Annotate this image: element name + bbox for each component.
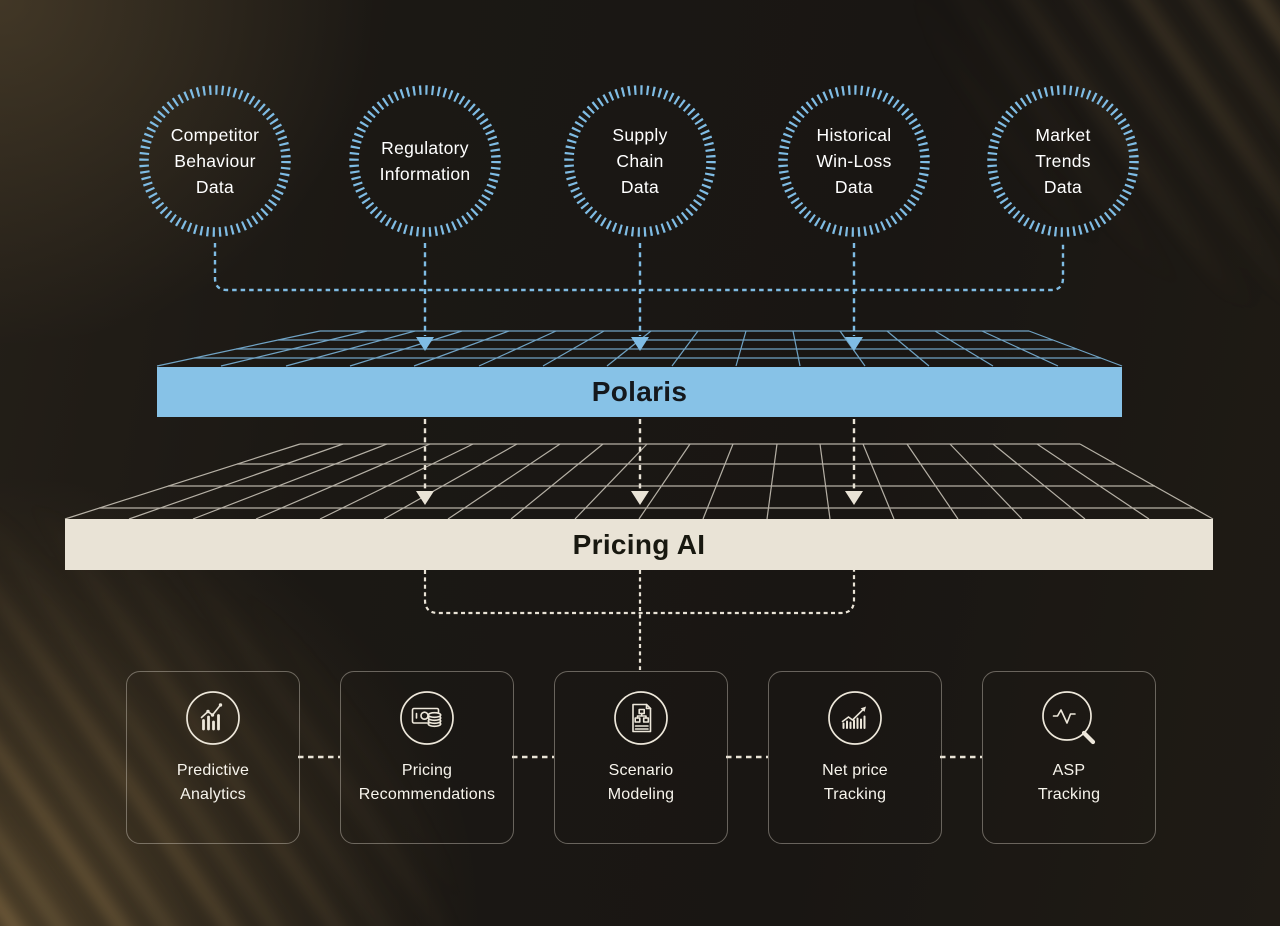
dashed-ring-icon: [987, 85, 1139, 237]
white-arrowheads: [416, 491, 863, 505]
white-dashed-arrows: [423, 419, 856, 489]
polaris-layer-bar: Polaris: [157, 367, 1122, 417]
dashed-ring-icon: [564, 85, 716, 237]
output-card-scenario-modeling: Scenario Modeling: [554, 671, 728, 844]
dashed-ring-icon: [349, 85, 501, 237]
source-node-regulatory-information: Regulatory Information: [345, 81, 505, 241]
source-node-supply-chain-data: Supply Chain Data: [560, 81, 720, 241]
source-node-historical-win-loss-data: Historical Win-Loss Data: [774, 81, 934, 241]
dashed-ring-icon: [778, 85, 930, 237]
source-label: Competitor Behaviour Data: [170, 125, 260, 197]
document-flowchart-icon: [613, 689, 669, 747]
source-label: Historical Win-Loss Data: [816, 125, 892, 197]
output-card-predictive-analytics: Predictive Analytics: [126, 671, 300, 844]
output-label: Pricing Recommendations: [358, 762, 496, 803]
white-perspective-grid: [64, 443, 1214, 520]
source-node-competitor-behaviour-data: Competitor Behaviour Data: [135, 81, 295, 241]
source-label: Regulatory Information: [379, 138, 471, 184]
rising-chart-arrow-icon: [827, 689, 883, 747]
output-label: ASP Tracking: [1037, 762, 1101, 803]
polaris-layer-label: Polaris: [591, 376, 688, 407]
magnifier-pulse-icon: [1041, 689, 1097, 747]
banknote-coins-icon: [399, 689, 455, 747]
output-card-pricing-recommendations: Pricing Recommendations: [340, 671, 514, 844]
blue-dashed-collector: [213, 243, 1065, 336]
pricing-ai-layer-bar: Pricing AI: [65, 519, 1213, 570]
source-label: Market Trends Data: [1035, 125, 1091, 197]
pricing-ai-layer-label: Pricing AI: [572, 528, 706, 560]
white-dashed-bracket: [423, 570, 856, 670]
source-node-market-trends-data: Market Trends Data: [983, 81, 1143, 241]
source-label: Supply Chain Data: [612, 125, 668, 197]
dashed-ring-icon: [139, 85, 291, 237]
bar-chart-trend-icon: [185, 689, 241, 747]
output-card-asp-tracking: ASP Tracking: [982, 671, 1156, 844]
blue-arrowheads: [416, 337, 863, 351]
output-label: Predictive Analytics: [176, 762, 250, 803]
blue-perspective-grid: [156, 330, 1123, 367]
output-label: Net price Tracking: [822, 762, 888, 803]
output-label: Scenario Modeling: [607, 762, 675, 803]
output-card-net-price-tracking: Net price Tracking: [768, 671, 942, 844]
